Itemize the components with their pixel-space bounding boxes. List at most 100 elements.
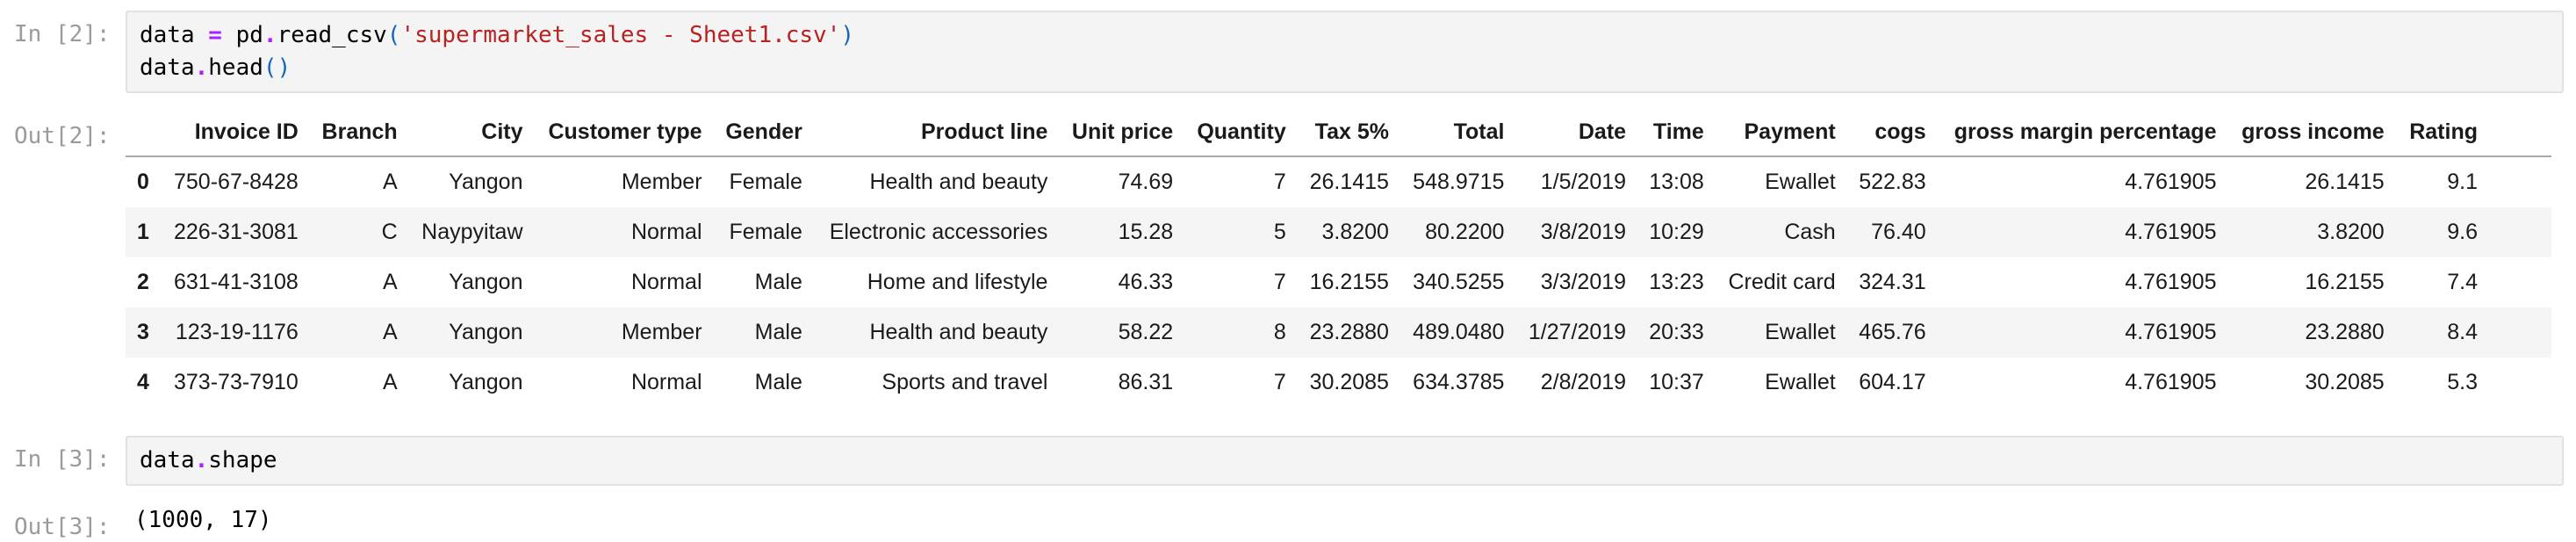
- table-cell: 23.2880: [1309, 320, 1389, 344]
- shape-output: (1000, 17): [126, 500, 2551, 542]
- table-cell: 23.2880: [2305, 320, 2385, 344]
- column-header: gross margin percentage: [1936, 112, 2227, 157]
- column-header: Payment: [1714, 112, 1846, 157]
- table-cell: 4.761905: [2125, 170, 2217, 194]
- column-header: Invoice ID: [159, 112, 309, 157]
- table-cell: 7: [1273, 170, 1286, 194]
- table-cell: 16.2155: [2305, 270, 2385, 294]
- header-row: Invoice ID Branch City Customer type Gender P…: [126, 112, 2551, 157]
- code-text-3[interactable]: data.shape: [140, 447, 277, 473]
- table-cell: Naypyitaw: [421, 220, 523, 244]
- table-cell: 10:29: [1649, 220, 1704, 244]
- table-cell: 373-73-7910: [174, 370, 299, 394]
- table-cell: 522.83: [1859, 170, 1926, 194]
- table-cell: 3/3/2019: [1540, 270, 1627, 294]
- table-cell: 634.3785: [1413, 370, 1505, 394]
- table-cell: Ewallet: [1765, 370, 1836, 394]
- table-cell: Female: [729, 220, 802, 244]
- table-cell: 4.761905: [2125, 320, 2217, 344]
- table-cell: Normal: [630, 270, 702, 294]
- table-cell: 123-19-1176: [175, 320, 299, 344]
- table-cell: 750-67-8428: [174, 170, 299, 194]
- table-cell: 2/8/2019: [1540, 370, 1627, 394]
- code-input-2[interactable]: data = pd.read_csv('supermarket_sales - …: [126, 11, 2564, 93]
- table-cell: Male: [754, 270, 802, 294]
- code-cell-3: In [3]: data.shape: [0, 436, 2576, 486]
- table-cell: 489.0480: [1413, 320, 1505, 344]
- table-cell: Female: [729, 170, 802, 194]
- table-cell: 74.69: [1118, 170, 1174, 194]
- table-cell: A: [383, 170, 398, 194]
- table-cell: Normal: [630, 370, 702, 394]
- table-row: 1 226-31-3081 C Naypyitaw Normal Female Electr…: [126, 207, 2551, 257]
- table-row: 3 123-19-1176 A Yangon Member Male Health and …: [126, 307, 2551, 358]
- table-cell: Yangon: [449, 270, 523, 294]
- table-cell: Electronic accessories: [829, 220, 1048, 244]
- table-cell: 4.761905: [2125, 370, 2217, 394]
- table-cell: Member: [621, 170, 702, 194]
- table-cell: Home and lifestyle: [867, 270, 1048, 294]
- table-row: 0 750-67-8428 A Yangon Member Female Health an…: [126, 156, 2551, 207]
- table-cell: Male: [754, 320, 802, 344]
- table-cell: 3.8200: [2317, 220, 2385, 244]
- table-cell: 465.76: [1859, 320, 1926, 344]
- column-header: Unit price: [1058, 112, 1184, 157]
- table-cell: Ewallet: [1765, 320, 1836, 344]
- table-cell: 226-31-3081: [174, 220, 299, 244]
- table-cell: 9.6: [2447, 220, 2478, 244]
- table-cell: Credit card: [1728, 270, 1836, 294]
- table-cell: 16.2155: [1309, 270, 1389, 294]
- row-index: 3: [136, 320, 149, 344]
- table-cell: 1/27/2019: [1528, 320, 1627, 344]
- table-cell: 604.17: [1859, 370, 1926, 394]
- table-cell: 46.33: [1118, 270, 1174, 294]
- table-cell: Ewallet: [1765, 170, 1836, 194]
- table-cell: A: [383, 320, 398, 344]
- table-cell: Male: [754, 370, 802, 394]
- table-cell: 26.1415: [2305, 170, 2385, 194]
- table-cell: Yangon: [449, 170, 523, 194]
- table-row: 2 631-41-3108 A Yangon Normal Male Home and li…: [126, 257, 2551, 307]
- table-cell: 13:08: [1649, 170, 1704, 194]
- table-cell: Cash: [1784, 220, 1836, 244]
- dataframe-output: Invoice ID Branch City Customer type Gender P…: [126, 112, 2551, 408]
- output-cell-3: Out[3]: (1000, 17): [0, 500, 2576, 542]
- table-cell: Yangon: [449, 370, 523, 394]
- table-cell: 548.9715: [1413, 170, 1505, 194]
- column-header: Tax 5%: [1296, 112, 1400, 157]
- column-header: Rating: [2394, 112, 2551, 157]
- table-cell: 5: [1273, 220, 1286, 244]
- column-header: Total: [1399, 112, 1515, 157]
- row-index: 1: [136, 220, 149, 244]
- shape-output-text: (1000, 17): [134, 507, 272, 533]
- table-cell: Health and beauty: [869, 320, 1048, 344]
- column-header: Gender: [712, 112, 813, 157]
- column-header: Product line: [812, 112, 1059, 157]
- column-header: gross income: [2227, 112, 2395, 157]
- column-header: Branch: [308, 112, 408, 157]
- table-cell: 80.2200: [1425, 220, 1505, 244]
- table-cell: 4.761905: [2125, 270, 2217, 294]
- table-cell: 7: [1273, 370, 1286, 394]
- column-header: cogs: [1846, 112, 1937, 157]
- table-cell: 7.4: [2447, 270, 2478, 294]
- output-cell-2: Out[2]: Invoice ID Branch City Customer typ…: [0, 112, 2576, 408]
- table-cell: 3/8/2019: [1540, 220, 1627, 244]
- table-cell: Sports and travel: [881, 370, 1048, 394]
- table-cell: 26.1415: [1309, 170, 1389, 194]
- input-prompt-2: In [2]:: [14, 21, 111, 47]
- row-index: 0: [136, 170, 149, 194]
- column-header: City: [407, 112, 534, 157]
- table-cell: 3.8200: [1321, 220, 1389, 244]
- table-cell: 76.40: [1871, 220, 1926, 244]
- code-text-2[interactable]: data = pd.read_csv('supermarket_sales - …: [140, 22, 855, 81]
- table-cell: 15.28: [1118, 220, 1174, 244]
- table-cell: Member: [621, 320, 702, 344]
- row-index: 2: [136, 270, 149, 294]
- table-cell: 20:33: [1649, 320, 1704, 344]
- table-cell: Normal: [630, 220, 702, 244]
- table-cell: 10:37: [1649, 370, 1704, 394]
- table-cell: A: [383, 270, 398, 294]
- column-header: Customer type: [533, 112, 713, 157]
- code-input-3[interactable]: data.shape: [126, 436, 2564, 486]
